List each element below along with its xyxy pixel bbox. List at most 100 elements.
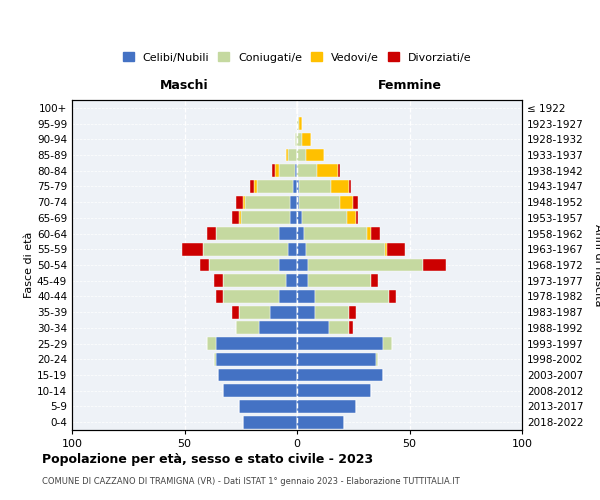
Bar <box>223 274 286 287</box>
Bar <box>241 212 290 224</box>
Bar <box>337 164 340 177</box>
Y-axis label: Fasce di età: Fasce di età <box>24 232 34 298</box>
Bar <box>297 274 308 287</box>
Bar <box>275 164 279 177</box>
Bar <box>214 353 216 366</box>
Bar <box>308 258 423 272</box>
Bar <box>353 196 358 208</box>
Bar <box>270 306 297 318</box>
Bar <box>203 243 288 256</box>
Text: Maschi: Maschi <box>160 79 209 92</box>
Bar <box>243 416 297 428</box>
Bar <box>279 227 297 240</box>
Bar <box>297 148 306 162</box>
Bar <box>207 337 216 350</box>
Bar <box>385 243 387 256</box>
Bar <box>371 227 380 240</box>
Bar <box>306 243 385 256</box>
Bar <box>297 368 383 382</box>
Bar <box>347 212 355 224</box>
Bar <box>387 243 405 256</box>
Bar <box>355 212 358 224</box>
Bar <box>331 180 349 193</box>
Bar <box>232 212 239 224</box>
Bar <box>297 180 299 193</box>
Bar <box>297 212 302 224</box>
Bar <box>299 180 331 193</box>
Bar <box>223 384 297 397</box>
Bar <box>308 274 371 287</box>
Bar <box>272 164 275 177</box>
Bar <box>297 306 315 318</box>
Bar <box>329 322 349 334</box>
Bar <box>297 322 329 334</box>
Bar <box>297 117 299 130</box>
Bar <box>239 306 270 318</box>
Bar <box>297 337 383 350</box>
Bar <box>209 258 279 272</box>
Legend: Celibi/Nubili, Coniugati/e, Vedovi/e, Divorziati/e: Celibi/Nubili, Coniugati/e, Vedovi/e, Di… <box>118 48 476 67</box>
Bar <box>182 243 203 256</box>
Bar <box>239 400 297 413</box>
Bar <box>376 353 378 366</box>
Bar <box>245 196 290 208</box>
Bar <box>340 196 353 208</box>
Bar <box>236 196 243 208</box>
Bar <box>218 368 297 382</box>
Y-axis label: Anni di nascita: Anni di nascita <box>593 224 600 306</box>
Bar <box>349 322 353 334</box>
Bar <box>257 180 293 193</box>
Bar <box>315 306 349 318</box>
Bar <box>349 306 355 318</box>
Bar <box>216 290 223 303</box>
Bar <box>299 196 340 208</box>
Bar <box>236 322 259 334</box>
Bar <box>297 258 308 272</box>
Bar <box>306 148 324 162</box>
Bar <box>302 133 311 145</box>
Text: COMUNE DI CAZZANO DI TRAMIGNA (VR) - Dati ISTAT 1° gennaio 2023 - Elaborazione T: COMUNE DI CAZZANO DI TRAMIGNA (VR) - Dat… <box>42 478 460 486</box>
Text: Femmine: Femmine <box>377 79 442 92</box>
Bar <box>254 180 257 193</box>
Bar <box>297 416 344 428</box>
Bar <box>297 227 304 240</box>
Bar <box>297 243 306 256</box>
Bar <box>297 384 371 397</box>
Bar <box>297 353 376 366</box>
Bar <box>290 196 297 208</box>
Bar <box>302 212 347 224</box>
Bar <box>214 274 223 287</box>
Bar <box>299 117 302 130</box>
Bar <box>250 180 254 193</box>
Bar <box>200 258 209 272</box>
Text: Popolazione per età, sesso e stato civile - 2023: Popolazione per età, sesso e stato civil… <box>42 452 373 466</box>
Bar <box>389 290 396 303</box>
Bar <box>216 337 297 350</box>
Bar <box>216 227 279 240</box>
Bar <box>286 148 288 162</box>
Bar <box>297 290 315 303</box>
Bar <box>290 212 297 224</box>
Bar <box>371 274 378 287</box>
Bar <box>423 258 445 272</box>
Bar <box>288 148 297 162</box>
Bar <box>288 243 297 256</box>
Bar <box>367 227 371 240</box>
Bar <box>279 258 297 272</box>
Bar <box>297 164 317 177</box>
Bar <box>295 164 297 177</box>
Bar <box>297 400 355 413</box>
Bar <box>293 180 297 193</box>
Bar <box>304 227 367 240</box>
Bar <box>259 322 297 334</box>
Bar <box>279 290 297 303</box>
Bar <box>232 306 239 318</box>
Bar <box>286 274 297 287</box>
Bar <box>216 353 297 366</box>
Bar <box>239 212 241 224</box>
Bar <box>383 337 392 350</box>
Bar <box>207 227 216 240</box>
Bar <box>297 133 302 145</box>
Bar <box>315 290 389 303</box>
Bar <box>317 164 337 177</box>
